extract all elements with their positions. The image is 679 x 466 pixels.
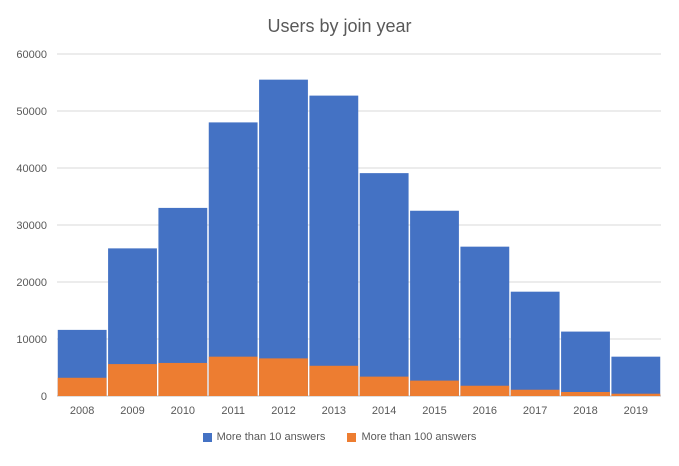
x-tick-label: 2012	[271, 405, 295, 417]
legend-label-series-2: More than 100 answers	[361, 431, 477, 443]
chart-legend: More than 10 answers More than 100 answe…	[0, 431, 679, 443]
bar-series-2	[410, 380, 459, 396]
y-tick-label: 60000	[16, 49, 47, 61]
x-tick-label: 2011	[221, 405, 245, 417]
bar-series-2	[510, 389, 560, 396]
x-tick-label: 2017	[523, 405, 547, 417]
bar-series-1	[309, 95, 359, 397]
y-tick-label: 30000	[16, 220, 47, 232]
bar-series-1	[208, 122, 258, 397]
x-tick-label: 2014	[372, 405, 396, 417]
bar-series-2	[359, 376, 409, 396]
bar-series-1	[410, 210, 459, 396]
x-tick-label: 2016	[473, 405, 497, 417]
y-tick-label: 40000	[16, 163, 47, 175]
chart-title: Users by join year	[267, 16, 412, 36]
bar-series-2	[259, 358, 308, 396]
x-tick-label: 2018	[573, 405, 597, 417]
bar-series-2	[158, 362, 208, 396]
bar-series-2	[561, 392, 610, 396]
bar-series-1	[611, 356, 661, 396]
bar-series-2	[57, 377, 107, 396]
x-tick-label: 2015	[422, 405, 446, 417]
bar-series-1	[510, 291, 560, 396]
legend-swatch-series-2	[347, 432, 357, 442]
legend-swatch-series-1	[202, 432, 212, 442]
bar-series-2	[611, 393, 661, 396]
bar-series-2	[309, 365, 359, 396]
bar-series-2	[460, 385, 510, 396]
x-tick-label: 2013	[322, 405, 346, 417]
bar-series-2	[108, 364, 157, 396]
legend-label-series-1: More than 10 answers	[216, 431, 326, 443]
y-tick-label: 0	[41, 391, 47, 403]
x-tick-label: 2019	[624, 405, 648, 417]
x-tick-label: 2010	[171, 405, 195, 417]
x-tick-label: 2008	[70, 405, 94, 417]
legend-item-series-2: More than 100 answers	[347, 431, 476, 443]
bar-series-1	[359, 173, 409, 396]
bar-series-1	[460, 246, 510, 396]
legend-item-series-1: More than 10 answers	[202, 431, 326, 443]
y-tick-label: 50000	[16, 106, 47, 118]
bar-series-1	[561, 331, 610, 396]
y-tick-label: 10000	[16, 334, 47, 346]
x-tick-label: 2009	[120, 405, 144, 417]
bar-series-2	[208, 356, 258, 396]
y-tick-label: 20000	[16, 277, 47, 289]
bar-series-1	[259, 79, 308, 397]
